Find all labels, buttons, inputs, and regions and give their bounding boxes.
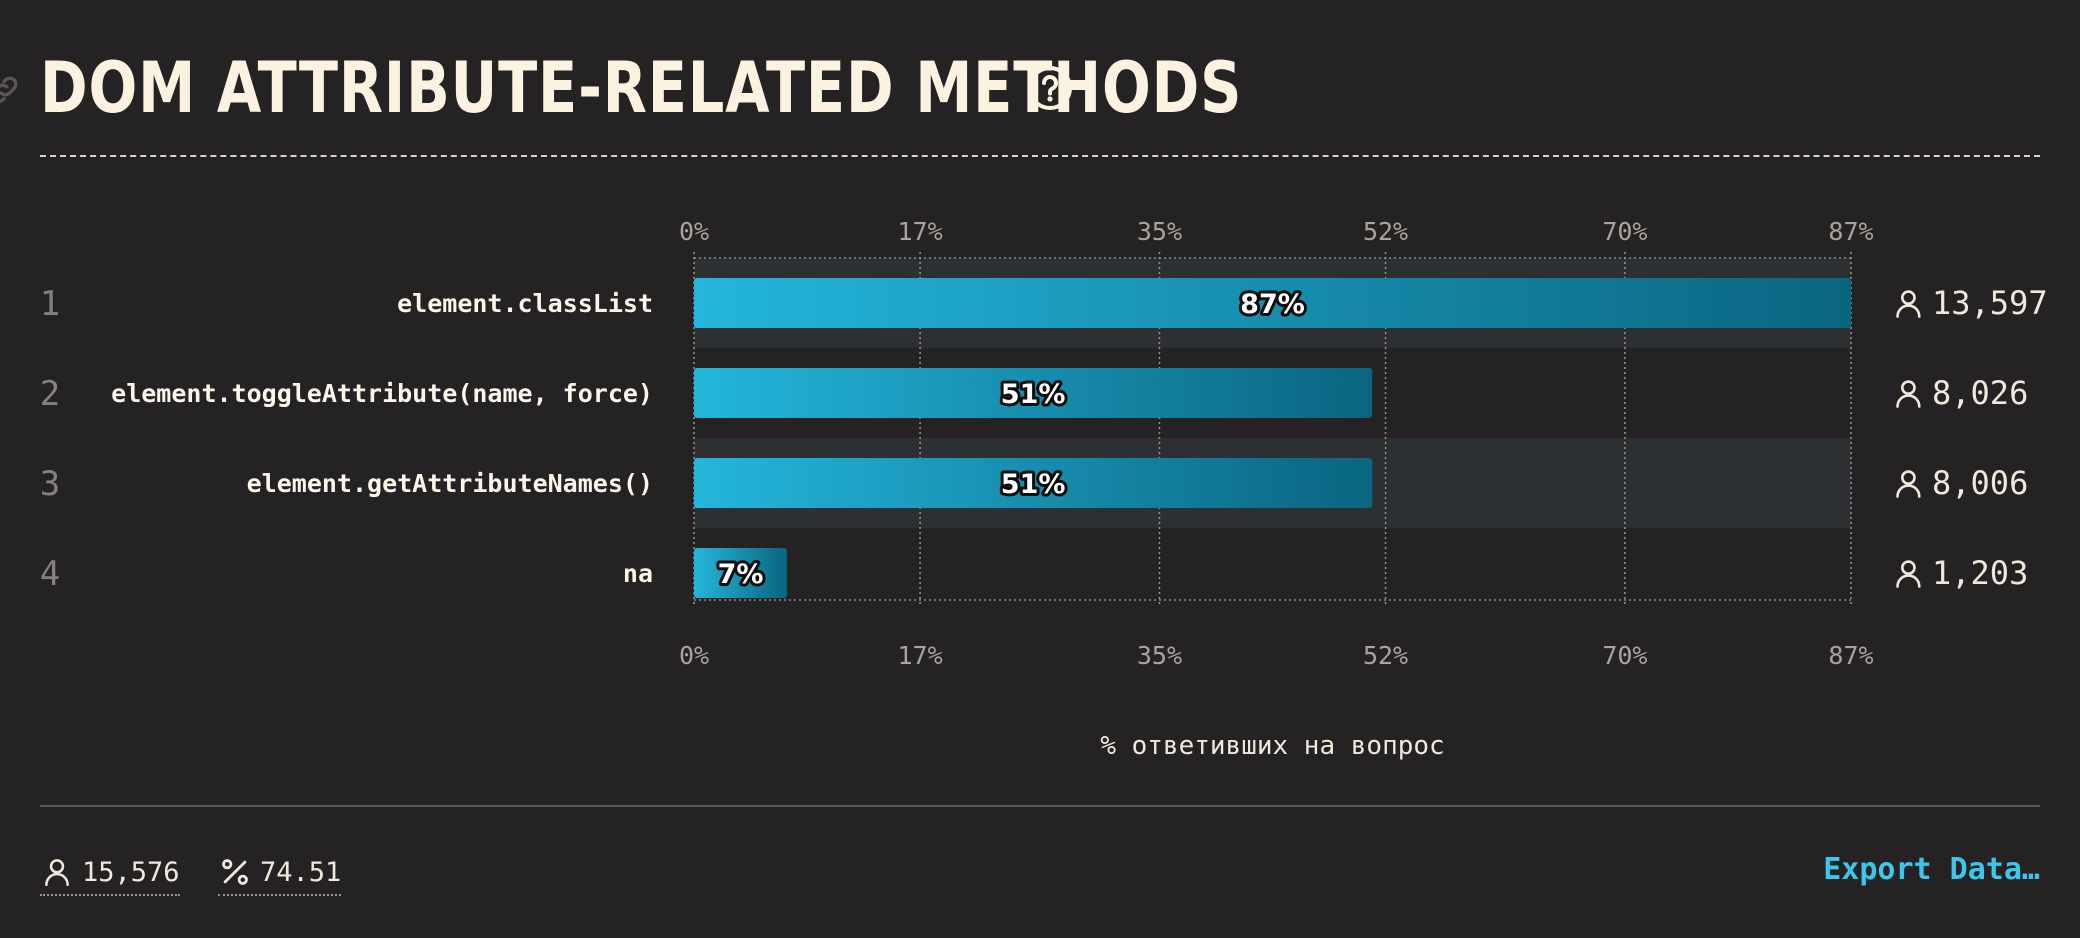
- user-icon-head: [1901, 290, 1916, 305]
- title-divider: [40, 155, 2040, 157]
- chart-title: DOM ATTRIBUTE-RELATED METHODS: [40, 47, 1243, 129]
- user-icon: [1896, 380, 1921, 408]
- x-tick-label-top: 52%: [1363, 217, 1408, 246]
- bar: [694, 548, 788, 598]
- x-tick-label-top: 70%: [1602, 217, 1647, 246]
- rank-label: 4: [40, 554, 60, 594]
- x-axis-label: % ответивших на вопрос: [1100, 731, 1444, 761]
- x-tick-label-top: 17%: [898, 217, 943, 246]
- help-icon[interactable]: [1026, 64, 1074, 112]
- user-icon: [1896, 290, 1921, 318]
- category-label: element.classList: [397, 289, 653, 318]
- bar-chart: 0% 0% 17% 17% 35% 35% 52% 52% 70% 70% 87% 87% 1 eleme…: [40, 217, 2048, 761]
- bar-value-label: 7%: [718, 559, 764, 590]
- link-icon[interactable]: [0, 72, 22, 108]
- bar-value-label: 51%: [1001, 379, 1066, 410]
- x-tick-label-bottom: 17%: [898, 641, 943, 670]
- user-icon-head: [1901, 560, 1916, 575]
- rank-label: 2: [40, 374, 60, 414]
- x-tick-label-bottom: 35%: [1137, 641, 1182, 670]
- user-icon: [1896, 470, 1921, 498]
- respondent-count: 8,026: [1932, 374, 2028, 412]
- x-tick-label-bottom: 70%: [1602, 641, 1647, 670]
- bar: [694, 458, 1373, 508]
- total-respondents-value: 15,576: [82, 856, 180, 888]
- user-icon: [1896, 560, 1921, 588]
- x-tick-label-bottom: 87%: [1828, 641, 1873, 670]
- user-icon-body: [1896, 304, 1921, 318]
- user-icon-body: [1896, 394, 1921, 408]
- percent-icon: [222, 859, 248, 885]
- user-icon-body: [1896, 484, 1921, 498]
- respondent-count: 1,203: [1932, 554, 2028, 592]
- x-tick-label-top: 0%: [679, 217, 709, 246]
- completion-percentage-value: 74.51: [260, 856, 342, 888]
- x-tick-label-bottom: 0%: [679, 641, 709, 670]
- total-respondents[interactable]: 15,576: [40, 850, 180, 896]
- user-icon-body: [1896, 574, 1921, 588]
- completion-percentage[interactable]: 74.51: [218, 850, 342, 896]
- category-label: na: [623, 559, 653, 588]
- user-icon: [45, 859, 69, 887]
- bar: [694, 368, 1373, 418]
- user-icon-head: [1901, 380, 1916, 395]
- x-tick-label-bottom: 52%: [1363, 641, 1408, 670]
- rank-label: 3: [40, 464, 60, 504]
- export-data-link[interactable]: Export Data…: [1823, 852, 2040, 887]
- x-tick-label-top: 35%: [1137, 217, 1182, 246]
- category-label: element.toggleAttribute(name, force): [111, 379, 653, 408]
- category-label: element.getAttributeNames(): [247, 469, 653, 498]
- respondent-count: 8,006: [1932, 464, 2028, 502]
- user-icon-head: [1901, 470, 1916, 485]
- bar: [694, 278, 1851, 328]
- bar-value-label: 87%: [1240, 289, 1305, 320]
- x-tick-label-top: 87%: [1828, 217, 1873, 246]
- bar-value-label: 51%: [1001, 469, 1066, 500]
- rank-label: 1: [40, 284, 60, 324]
- footer-divider: [40, 805, 2040, 807]
- respondent-count: 13,597: [1932, 284, 2048, 322]
